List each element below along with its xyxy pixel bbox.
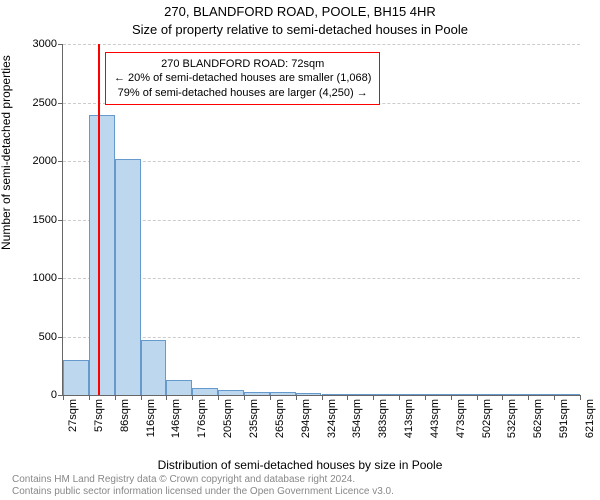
xtick-label: 205sqm — [218, 399, 234, 449]
gridline — [63, 278, 580, 279]
ytick-label: 2000 — [33, 155, 63, 167]
ytick-label: 1000 — [33, 272, 63, 284]
xtick-label: 176sqm — [192, 399, 208, 449]
xtick-label: 146sqm — [166, 399, 182, 449]
xtick-label: 532sqm — [502, 399, 518, 449]
gridline — [63, 161, 580, 162]
plot-area: 05001000150020002500300027sqm57sqm86sqm1… — [62, 44, 580, 396]
property-size-chart: 270, BLANDFORD ROAD, POOLE, BH15 4HR Siz… — [0, 0, 600, 500]
xtick-label: 562sqm — [528, 399, 544, 449]
ytick-label: 1500 — [33, 214, 63, 226]
annotation-line: ← 20% of semi-detached houses are smalle… — [114, 71, 371, 85]
xtick-label: 413sqm — [399, 399, 415, 449]
xtick-label: 27sqm — [63, 399, 79, 449]
histogram-bar — [270, 392, 296, 395]
xtick-label: 443sqm — [425, 399, 441, 449]
histogram-bar — [528, 394, 554, 395]
gridline — [63, 220, 580, 221]
histogram-bar — [244, 392, 270, 396]
annotation-line: 270 BLANDFORD ROAD: 72sqm — [114, 57, 371, 71]
histogram-bar — [347, 394, 373, 395]
histogram-bar — [451, 394, 477, 395]
xtick-label: 591sqm — [554, 399, 570, 449]
xtick-label: 354sqm — [347, 399, 363, 449]
histogram-bar — [218, 390, 244, 395]
xtick-label: 294sqm — [296, 399, 312, 449]
footer-line2: Contains public sector information licen… — [12, 486, 394, 498]
histogram-bar — [554, 394, 580, 395]
xtick-label: 502sqm — [477, 399, 493, 449]
histogram-bar — [477, 394, 503, 395]
histogram-bar — [373, 394, 399, 395]
ytick-label: 3000 — [33, 38, 63, 50]
histogram-bar — [192, 388, 218, 395]
histogram-bar — [89, 115, 115, 395]
xtick-label: 57sqm — [89, 399, 105, 449]
xtick-label: 473sqm — [451, 399, 467, 449]
histogram-bar — [322, 394, 348, 395]
xtick-label: 383sqm — [373, 399, 389, 449]
ytick-label: 2500 — [33, 97, 63, 109]
histogram-bar — [502, 394, 528, 395]
xtick-label: 265sqm — [270, 399, 286, 449]
gridline — [63, 337, 580, 338]
xtick-label: 116sqm — [141, 399, 157, 449]
footer-line1: Contains HM Land Registry data © Crown c… — [12, 474, 394, 486]
y-axis-label: Number of semi-detached properties — [0, 55, 13, 250]
histogram-bar — [166, 380, 192, 395]
chart-title-sub: Size of property relative to semi-detach… — [0, 22, 600, 37]
footer-attribution: Contains HM Land Registry data © Crown c… — [12, 474, 394, 498]
histogram-bar — [425, 394, 451, 395]
gridline — [63, 44, 580, 45]
histogram-bar — [141, 340, 167, 395]
xtick-label: 86sqm — [115, 399, 131, 449]
chart-title-main: 270, BLANDFORD ROAD, POOLE, BH15 4HR — [0, 4, 600, 19]
xtick-label: 621sqm — [580, 399, 596, 449]
subject-property-marker — [98, 44, 100, 395]
annotation-line: 79% of semi-detached houses are larger (… — [114, 86, 371, 100]
histogram-bar — [115, 159, 141, 395]
histogram-bar — [63, 360, 89, 395]
xtick-label: 324sqm — [322, 399, 338, 449]
histogram-bar — [399, 394, 425, 395]
annotation-box: 270 BLANDFORD ROAD: 72sqm← 20% of semi-d… — [105, 52, 380, 105]
histogram-bar — [296, 393, 322, 395]
ytick-label: 500 — [39, 331, 63, 343]
ytick-label: 0 — [51, 389, 63, 401]
x-axis-label: Distribution of semi-detached houses by … — [0, 458, 600, 472]
xtick-label: 235sqm — [244, 399, 260, 449]
